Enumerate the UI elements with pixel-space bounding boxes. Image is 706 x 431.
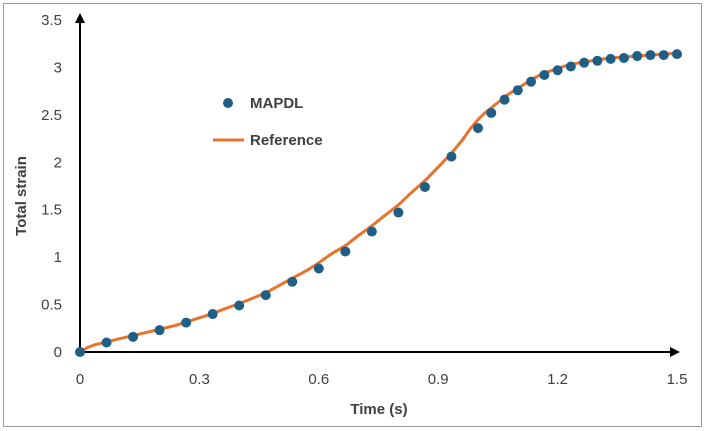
mapdl-point bbox=[539, 70, 550, 81]
x-tick-labels: 0 0.3 0.6 0.9 1.2 1.5 bbox=[76, 371, 688, 388]
x-tick-label: 0.6 bbox=[308, 371, 329, 388]
y-axis-title: Total strain bbox=[13, 156, 30, 236]
mapdl-point bbox=[154, 325, 165, 336]
mapdl-point bbox=[340, 246, 351, 257]
x-tick-label: 1.5 bbox=[667, 371, 688, 388]
y-tick-label: 2.5 bbox=[41, 107, 62, 124]
x-tick-label: 1.2 bbox=[547, 371, 568, 388]
mapdl-point bbox=[234, 300, 245, 311]
reference-line bbox=[79, 51, 678, 354]
y-tick-label: 1.5 bbox=[41, 202, 62, 219]
mapdl-point bbox=[645, 50, 656, 61]
y-tick-label: 0 bbox=[54, 344, 62, 361]
mapdl-point bbox=[579, 57, 590, 68]
mapdl-point bbox=[101, 337, 112, 348]
mapdl-point bbox=[181, 317, 192, 328]
mapdl-point bbox=[565, 61, 576, 72]
y-tick-label: 3 bbox=[54, 59, 62, 76]
mapdl-point bbox=[526, 76, 537, 87]
mapdl-point bbox=[486, 107, 497, 118]
mapdl-point bbox=[618, 52, 629, 63]
chart-frame: 0 0.3 0.6 0.9 1.2 1.5 0 0.5 1 1.5 2 2.5 3 3.5 Time (… bbox=[3, 3, 702, 427]
mapdl-point bbox=[672, 49, 682, 60]
y-tick-label: 1 bbox=[54, 249, 62, 266]
legend-reference-label: Reference bbox=[250, 132, 323, 149]
x-axis-title: Time (s) bbox=[350, 401, 407, 418]
mapdl-point bbox=[632, 51, 643, 62]
mapdl-series bbox=[75, 49, 682, 357]
x-tick-label: 0 bbox=[76, 371, 84, 388]
mapdl-point bbox=[313, 263, 324, 274]
y-tick-labels: 0 0.5 1 1.5 2 2.5 3 3.5 bbox=[41, 12, 62, 361]
mapdl-point bbox=[605, 53, 616, 64]
x-tick-label: 0.9 bbox=[428, 371, 449, 388]
mapdl-point bbox=[128, 331, 139, 342]
mapdl-point bbox=[658, 50, 669, 61]
mapdl-point bbox=[419, 181, 430, 192]
mapdl-point bbox=[592, 55, 603, 66]
mapdl-point bbox=[75, 347, 85, 357]
mapdl-point bbox=[512, 85, 523, 96]
legend-mapdl-label: MAPDL bbox=[250, 95, 303, 112]
y-tick-label: 2 bbox=[54, 154, 62, 171]
x-tick-label: 0.3 bbox=[189, 371, 210, 388]
reference-series bbox=[79, 51, 678, 354]
y-tick-label: 0.5 bbox=[41, 297, 62, 314]
mapdl-point bbox=[473, 123, 483, 134]
y-tick-label: 3.5 bbox=[41, 12, 62, 29]
mapdl-point bbox=[552, 65, 563, 76]
chart-svg: 0 0.3 0.6 0.9 1.2 1.5 0 0.5 1 1.5 2 2.5 3 3.5 Time (… bbox=[13, 12, 688, 418]
legend-mapdl-marker bbox=[223, 98, 233, 108]
mapdl-point bbox=[366, 226, 377, 237]
mapdl-point bbox=[260, 290, 271, 301]
mapdl-point bbox=[207, 309, 218, 320]
mapdl-point bbox=[499, 94, 510, 105]
mapdl-point bbox=[446, 151, 457, 162]
mapdl-point bbox=[393, 207, 404, 218]
legend: MAPDL Reference bbox=[213, 95, 323, 149]
mapdl-point bbox=[287, 276, 298, 287]
